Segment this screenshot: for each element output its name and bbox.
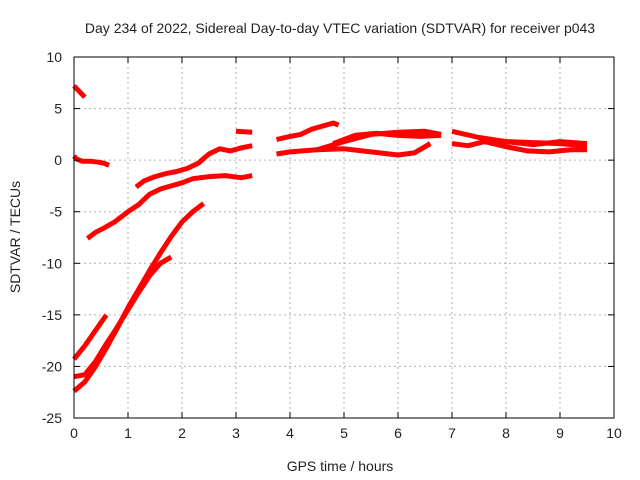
series-arc-12 xyxy=(332,130,442,146)
x-tick-label: 10 xyxy=(606,425,622,441)
y-tick-label: -20 xyxy=(42,358,62,374)
y-tick-label: -15 xyxy=(42,307,62,323)
series-arc-1 xyxy=(72,84,87,99)
x-tick-label: 5 xyxy=(340,425,348,441)
series-arc-2 xyxy=(72,154,111,168)
y-axis-label: SDTVAR / TECUs xyxy=(7,181,23,293)
x-tick-label: 9 xyxy=(556,425,564,441)
series-arc-14 xyxy=(451,139,587,155)
series-arc-4 xyxy=(134,143,253,189)
series-arc-8 xyxy=(72,201,206,394)
x-axis-label: GPS time / hours xyxy=(287,458,394,474)
series-arc-9 xyxy=(275,120,340,142)
y-tick-label: 0 xyxy=(54,152,62,168)
y-tick-label: -25 xyxy=(42,410,62,426)
x-tick-label: 1 xyxy=(124,425,132,441)
x-tick-label: 7 xyxy=(448,425,456,441)
series-arc-10 xyxy=(276,141,432,158)
ticks: 0 1 2 3 4 5 6 7 8 9 10 -25 -20 -15 -10 -5 0 5 10 xyxy=(42,49,622,441)
series-arc-3 xyxy=(85,173,253,241)
x-tick-label: 2 xyxy=(178,425,186,441)
series-layer xyxy=(72,84,588,394)
chart-title: Day 234 of 2022, Sidereal Day-to-day VTE… xyxy=(85,20,595,36)
x-tick-label: 0 xyxy=(70,425,78,441)
x-tick-label: 4 xyxy=(286,425,294,441)
y-tick-label: 10 xyxy=(46,49,62,65)
series-arc-5 xyxy=(235,128,253,135)
y-tick-label: -10 xyxy=(42,255,62,271)
y-tick-label: -5 xyxy=(50,204,63,220)
x-tick-label: 6 xyxy=(394,425,402,441)
y-tick-label: 5 xyxy=(54,101,62,117)
series-arc-6 xyxy=(72,313,109,361)
x-tick-label: 8 xyxy=(502,425,510,441)
x-tick-label: 3 xyxy=(232,425,240,441)
grid xyxy=(74,57,614,418)
series-arc-15 xyxy=(484,137,588,148)
